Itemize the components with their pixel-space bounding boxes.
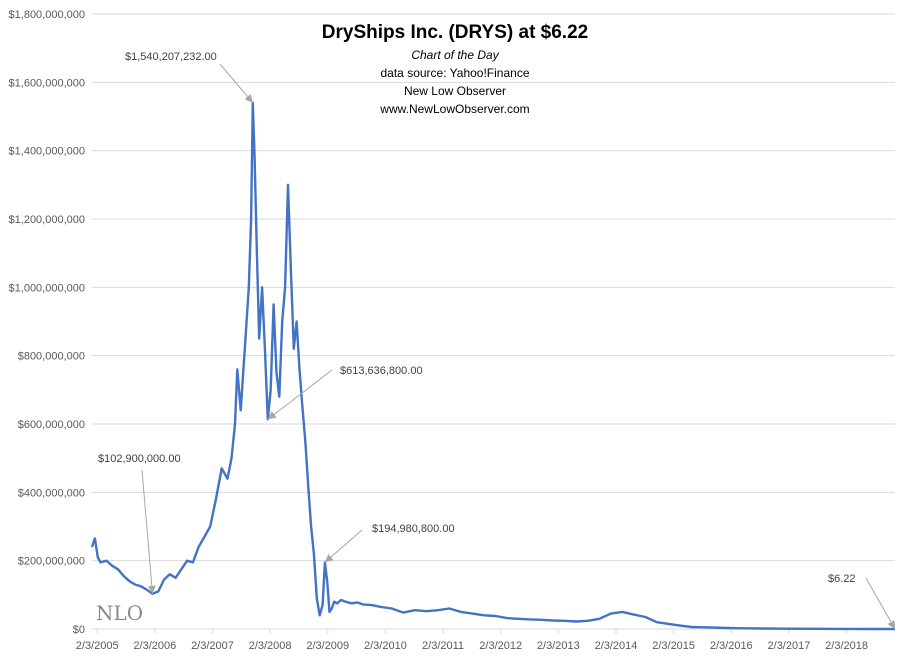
x-tick-label: 2/3/2009	[306, 640, 349, 652]
price-line	[90, 101, 895, 631]
x-tick-label: 2/3/2013	[537, 640, 580, 652]
website: www.NewLowObserver.com	[380, 102, 530, 116]
x-tick-label: 2/3/2008	[249, 640, 292, 652]
data-source: data source: Yahoo!Finance	[380, 66, 530, 80]
annotation-label: $102,900,000.00	[98, 453, 181, 465]
x-tick-label: 2/3/2005	[76, 640, 119, 652]
x-tick-label: 2/3/2017	[768, 640, 811, 652]
y-tick-label: $1,400,000,000	[9, 146, 85, 158]
y-tick-label: $600,000,000	[18, 419, 85, 431]
annotation: $6.22	[828, 573, 896, 630]
annotation-leader	[865, 577, 896, 630]
annotation-arrowhead	[244, 94, 253, 103]
annotation-label: $613,636,800.00	[340, 365, 423, 377]
x-tick-label: 2/3/2007	[191, 640, 234, 652]
annotation-label: $194,980,800.00	[372, 523, 455, 535]
y-tick-label: $400,000,000	[18, 487, 85, 499]
annotation: $102,900,000.00	[98, 453, 181, 594]
annotation-arrowhead	[324, 554, 334, 563]
annotation-label: $1,540,207,232.00	[125, 51, 217, 63]
publisher: New Low Observer	[403, 84, 507, 98]
annotation: $613,636,800.00	[267, 365, 423, 420]
annotation-arrowhead	[267, 411, 277, 420]
y-tick-label: $800,000,000	[18, 351, 85, 363]
annotation-label: $6.22	[828, 573, 856, 585]
chart-subtitle: Chart of the Day	[411, 48, 499, 62]
y-tick-label: $1,200,000,000	[9, 214, 85, 226]
annotation-leader	[267, 369, 333, 420]
annotation-arrowhead	[147, 585, 156, 594]
annotation: $194,980,800.00	[324, 523, 455, 563]
x-tick-label: 2/3/2011	[422, 640, 464, 652]
x-tick-label: 2/3/2014	[595, 640, 638, 652]
annotation: $1,540,207,232.00	[125, 51, 254, 104]
annotation-leader	[324, 529, 363, 563]
chart-title: DryShips Inc. (DRYS) at $6.22	[321, 22, 589, 43]
annotations: $1,540,207,232.00 $613,636,800.00 $102,900…	[98, 51, 896, 630]
gridlines	[92, 13, 895, 630]
x-tick-label: 2/3/2016	[710, 640, 753, 652]
y-tick-label: $200,000,000	[18, 556, 85, 568]
annotation-arrowhead	[887, 620, 895, 629]
annotation-leader	[219, 63, 254, 104]
nlo-logo: NLO	[96, 601, 143, 625]
y-tick-label: $0	[73, 624, 85, 636]
x-tick-label: 2/3/2012	[479, 640, 522, 652]
y-axis: $0 $200,000,000 $400,000,000 $600,000,000 $8…	[9, 9, 85, 636]
y-tick-label: $1,600,000,000	[9, 77, 85, 89]
x-tick-label: 2/3/2010	[364, 640, 407, 652]
x-tick-label: 2/3/2015	[652, 640, 695, 652]
y-tick-label: $1,000,000,000	[9, 282, 85, 294]
x-axis: 2/3/2005 2/3/2006 2/3/2007 2/3/2008 2/3/2009…	[76, 629, 868, 652]
x-tick-label: 2/3/2018	[825, 640, 868, 652]
annotation-leader	[141, 469, 154, 594]
x-tick-label: 2/3/2006	[133, 640, 176, 652]
y-tick-label: $1,800,000,000	[9, 9, 85, 21]
